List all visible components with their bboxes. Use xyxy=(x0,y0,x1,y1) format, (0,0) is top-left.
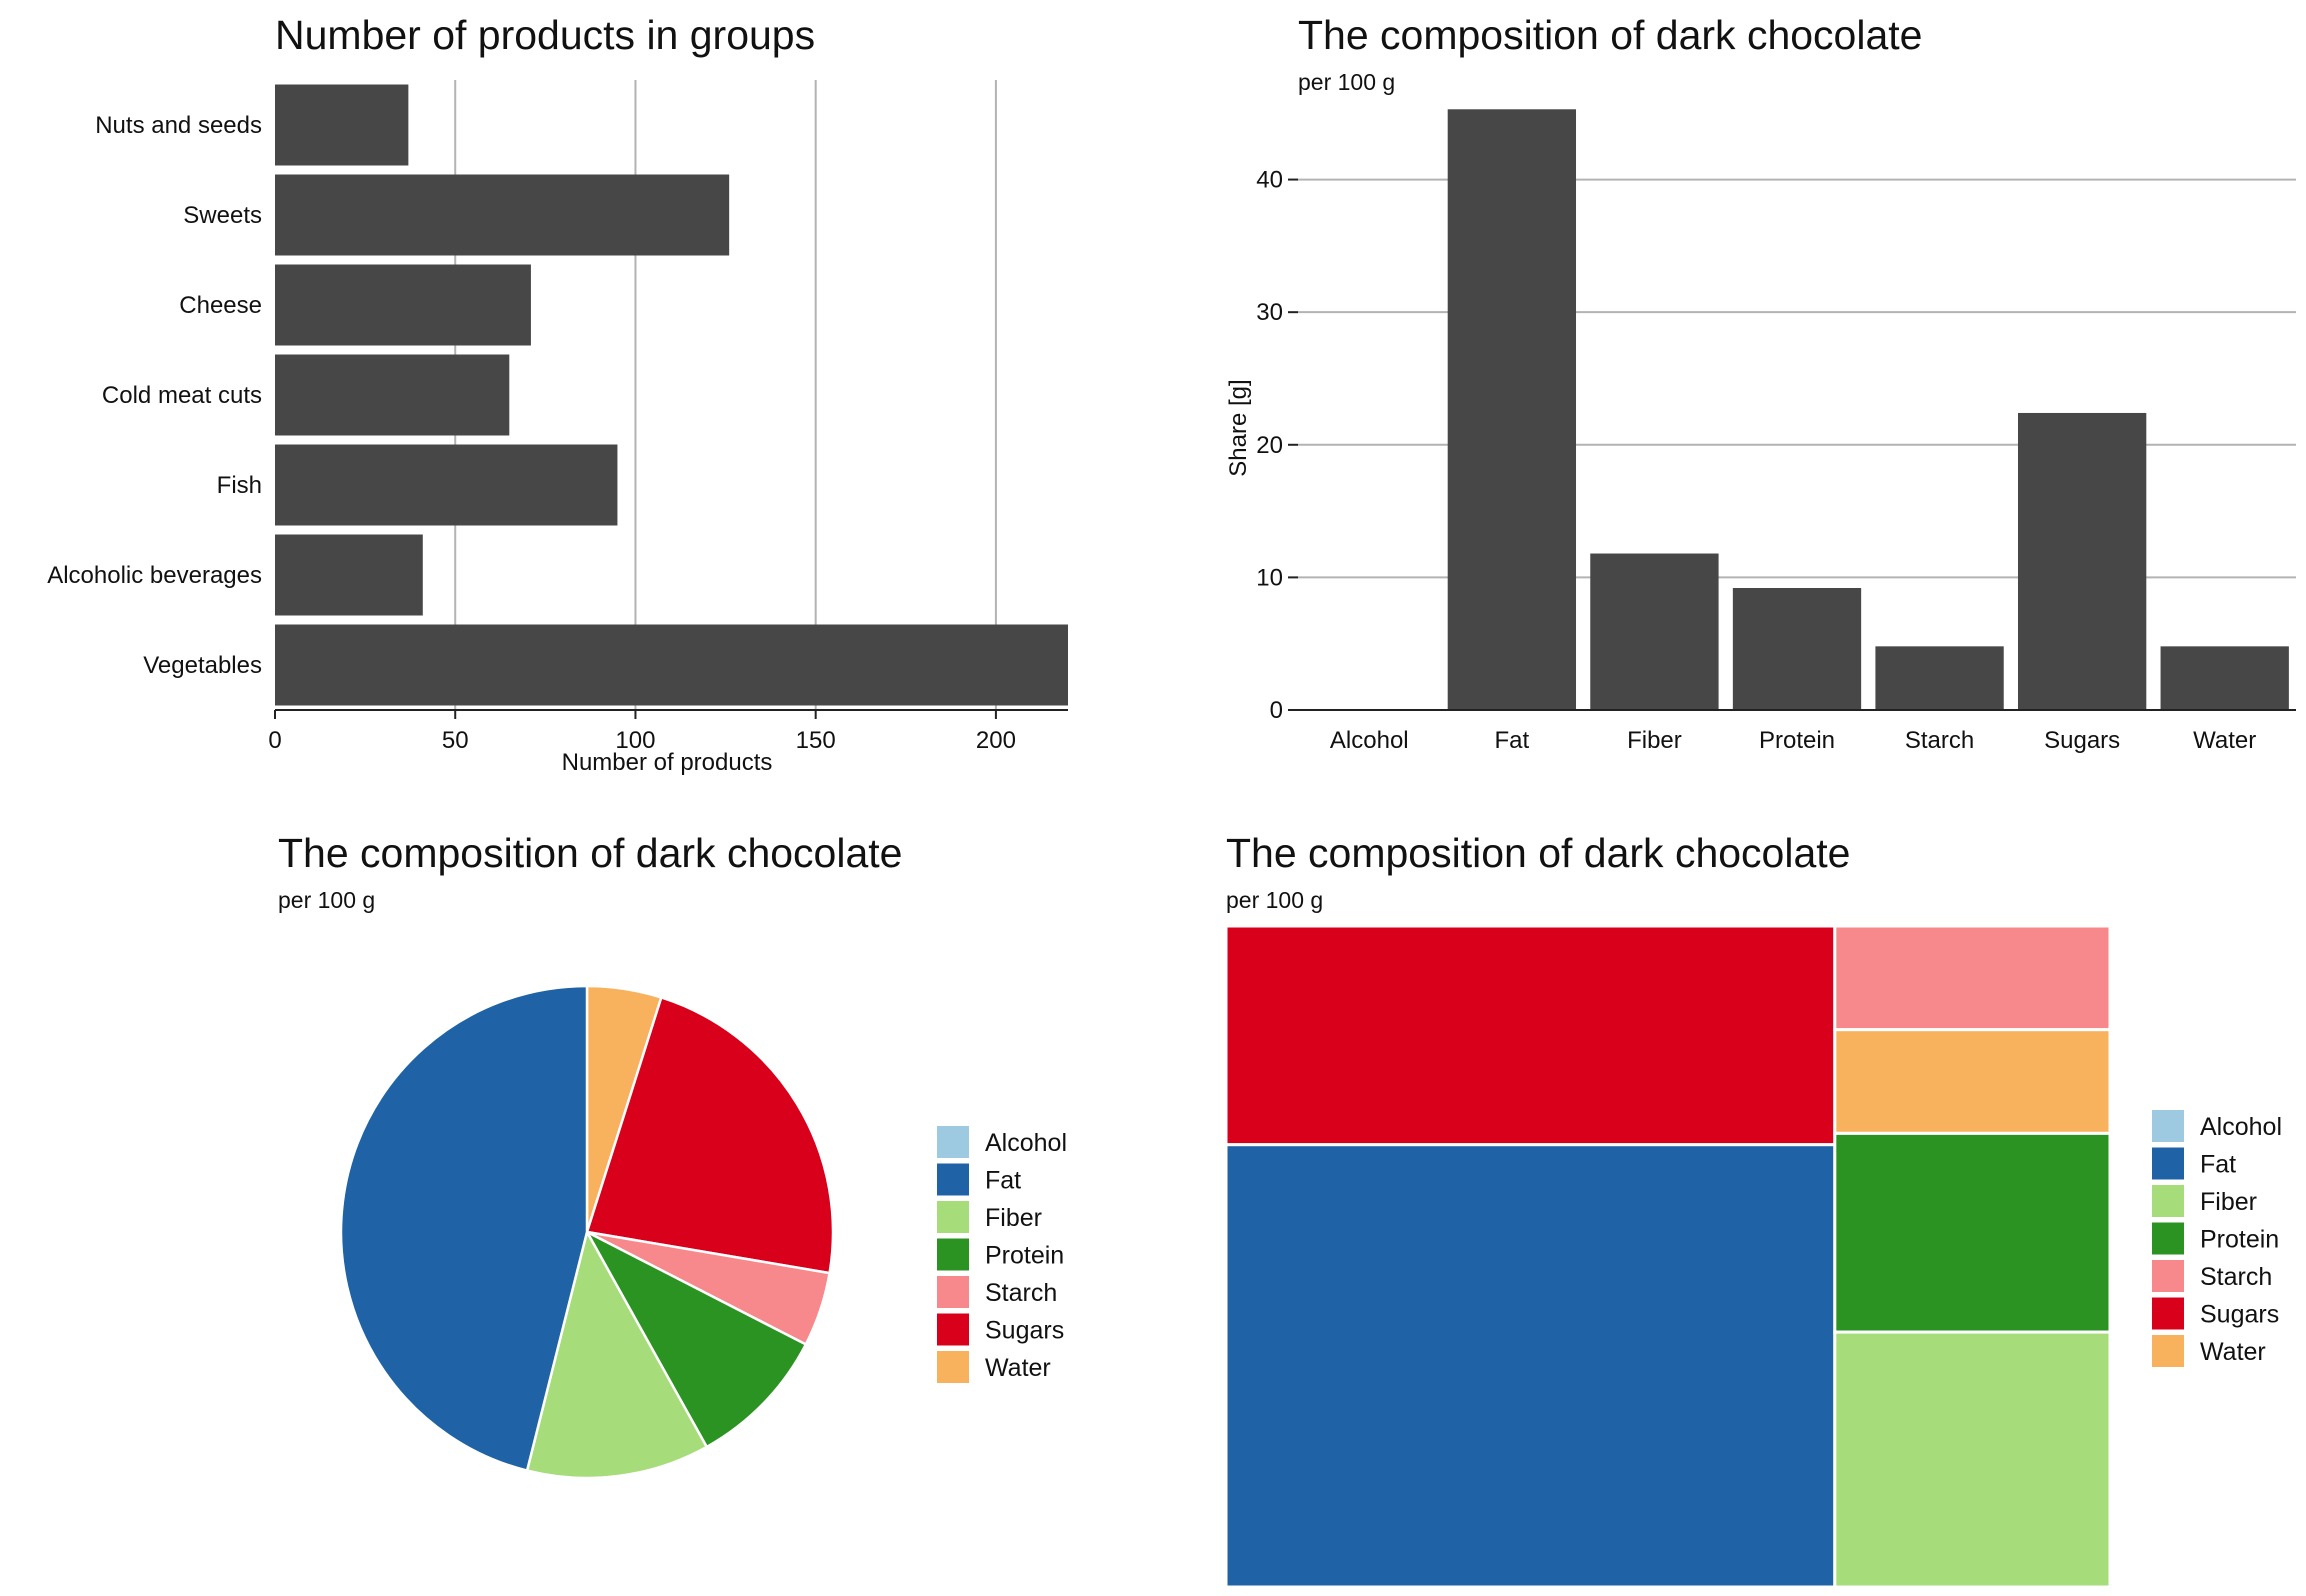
legend-label: Sugars xyxy=(2200,1301,2279,1329)
legend-swatch xyxy=(937,1201,969,1233)
composition-pie-chart: The composition of dark chocolate per 10… xyxy=(278,830,1067,1480)
bar xyxy=(2017,412,2147,710)
legend-label: Sugars xyxy=(985,1317,1064,1345)
products-bar-chart: Number of products in groups Nuts and se… xyxy=(47,12,1068,776)
tick-label: 10 xyxy=(1256,564,1283,591)
category-label: Sweets xyxy=(183,202,262,229)
category-label: Starch xyxy=(1905,727,1974,754)
pie-slices xyxy=(339,984,835,1480)
treemap-tile xyxy=(1833,1330,2112,1589)
category-label: Protein xyxy=(1759,727,1835,754)
tick-label: 50 xyxy=(442,727,469,754)
composition-treemap: The composition of dark chocolate per 10… xyxy=(1224,830,2282,1589)
tick-label: 0 xyxy=(268,727,281,754)
category-labels: Nuts and seeds Sweets Cheese Cold meat cuts… xyxy=(47,112,262,679)
bar xyxy=(1875,646,2004,710)
category-label: Alcoholic beverages xyxy=(47,562,262,589)
legend-swatch xyxy=(937,1238,969,1271)
bar xyxy=(1447,109,1577,711)
chart-title: The composition of dark chocolate xyxy=(278,830,902,876)
tick-label: 40 xyxy=(1256,167,1283,194)
bar xyxy=(275,84,409,166)
pie-slice xyxy=(339,984,589,1473)
category-label: Nuts and seeds xyxy=(95,112,262,139)
treemap-tile xyxy=(1224,924,1837,1147)
pie-slice xyxy=(585,995,835,1275)
legend-swatch xyxy=(937,1163,969,1196)
legend-label: Starch xyxy=(2200,1263,2272,1291)
legend-swatch xyxy=(937,1126,969,1158)
legend-label: Alcohol xyxy=(2200,1113,2282,1141)
pie-slice xyxy=(583,1229,808,1449)
bar xyxy=(2160,646,2289,710)
tick-label: 200 xyxy=(976,727,1016,754)
legend-swatch xyxy=(2152,1222,2184,1255)
category-label: Water xyxy=(2193,727,2256,754)
chart-title: The composition of dark chocolate xyxy=(1298,12,1922,58)
legend-label: Starch xyxy=(985,1279,1057,1307)
chart-subtitle: per 100 g xyxy=(278,887,375,913)
bar xyxy=(275,174,730,256)
category-label: Cold meat cuts xyxy=(102,382,262,409)
category-label: Fish xyxy=(217,472,262,499)
chart-subtitle: per 100 g xyxy=(1226,887,1323,913)
bar xyxy=(275,264,531,346)
legend-swatch xyxy=(937,1313,969,1346)
tick-label: 100 xyxy=(615,727,655,754)
legend-swatch xyxy=(2152,1110,2184,1142)
y-axis: 0 10 20 30 40 xyxy=(1256,167,2296,724)
legend-label: Water xyxy=(985,1354,1051,1382)
bar xyxy=(275,354,510,436)
legend-label: Fat xyxy=(985,1167,1021,1195)
bars xyxy=(275,84,1068,706)
composition-bar-chart: The composition of dark chocolate per 10… xyxy=(1225,12,2296,754)
bar xyxy=(275,624,1068,706)
treemap-tile xyxy=(1224,1143,1837,1589)
legend-label: Fiber xyxy=(2200,1188,2257,1216)
chart-title: The composition of dark chocolate xyxy=(1226,830,1850,876)
legend-label: Alcohol xyxy=(985,1129,1067,1157)
category-label: Fat xyxy=(1495,727,1530,754)
legend-label: Water xyxy=(2200,1338,2266,1366)
treemap-tiles xyxy=(1224,924,2112,1589)
legend-label: Protein xyxy=(985,1242,1064,1270)
legend-swatch xyxy=(2152,1335,2184,1367)
legend-swatch xyxy=(2152,1185,2184,1217)
treemap-tile xyxy=(1833,1131,2112,1334)
legend-swatch xyxy=(2152,1297,2184,1330)
legend-label: Fat xyxy=(2200,1151,2236,1179)
tick-label: 20 xyxy=(1256,432,1283,459)
legend-swatch xyxy=(937,1276,969,1308)
category-label: Vegetables xyxy=(143,652,262,679)
legend-label: Fiber xyxy=(985,1204,1042,1232)
legend-swatch xyxy=(937,1351,969,1383)
tick-label: 150 xyxy=(796,727,836,754)
bar xyxy=(275,444,618,526)
treemap-tile xyxy=(1833,1028,2112,1135)
bar xyxy=(275,534,423,616)
x-axis: 0 50 100 150 200 xyxy=(268,709,1068,754)
legend-label: Protein xyxy=(2200,1226,2279,1254)
category-labels: Alcohol Fat Fiber Protein Starch Sugars Water xyxy=(1330,727,2256,754)
chart-subtitle: per 100 g xyxy=(1298,69,1395,95)
bar xyxy=(1590,553,1719,710)
category-label: Alcohol xyxy=(1330,727,1409,754)
y-axis-label: Share [g] xyxy=(1225,379,1252,476)
chart-title: Number of products in groups xyxy=(275,12,815,58)
tick-label: 0 xyxy=(1270,697,1283,724)
bar xyxy=(1732,588,1862,710)
legend-swatch xyxy=(2152,1147,2184,1180)
treemap-tile xyxy=(1833,924,2112,1032)
category-label: Sugars xyxy=(2044,727,2120,754)
tick-label: 30 xyxy=(1256,299,1283,326)
legend: Alcohol Fat Fiber Protein Starch Sugars Water xyxy=(937,1126,1067,1383)
category-label: Fiber xyxy=(1627,727,1682,754)
bars xyxy=(1447,109,2289,711)
category-label: Cheese xyxy=(179,292,262,319)
x-axis-label: Number of products xyxy=(562,749,773,776)
legend: Alcohol Fat Fiber Protein Starch Sugars Water xyxy=(2152,1110,2282,1367)
legend-swatch xyxy=(2152,1260,2184,1292)
